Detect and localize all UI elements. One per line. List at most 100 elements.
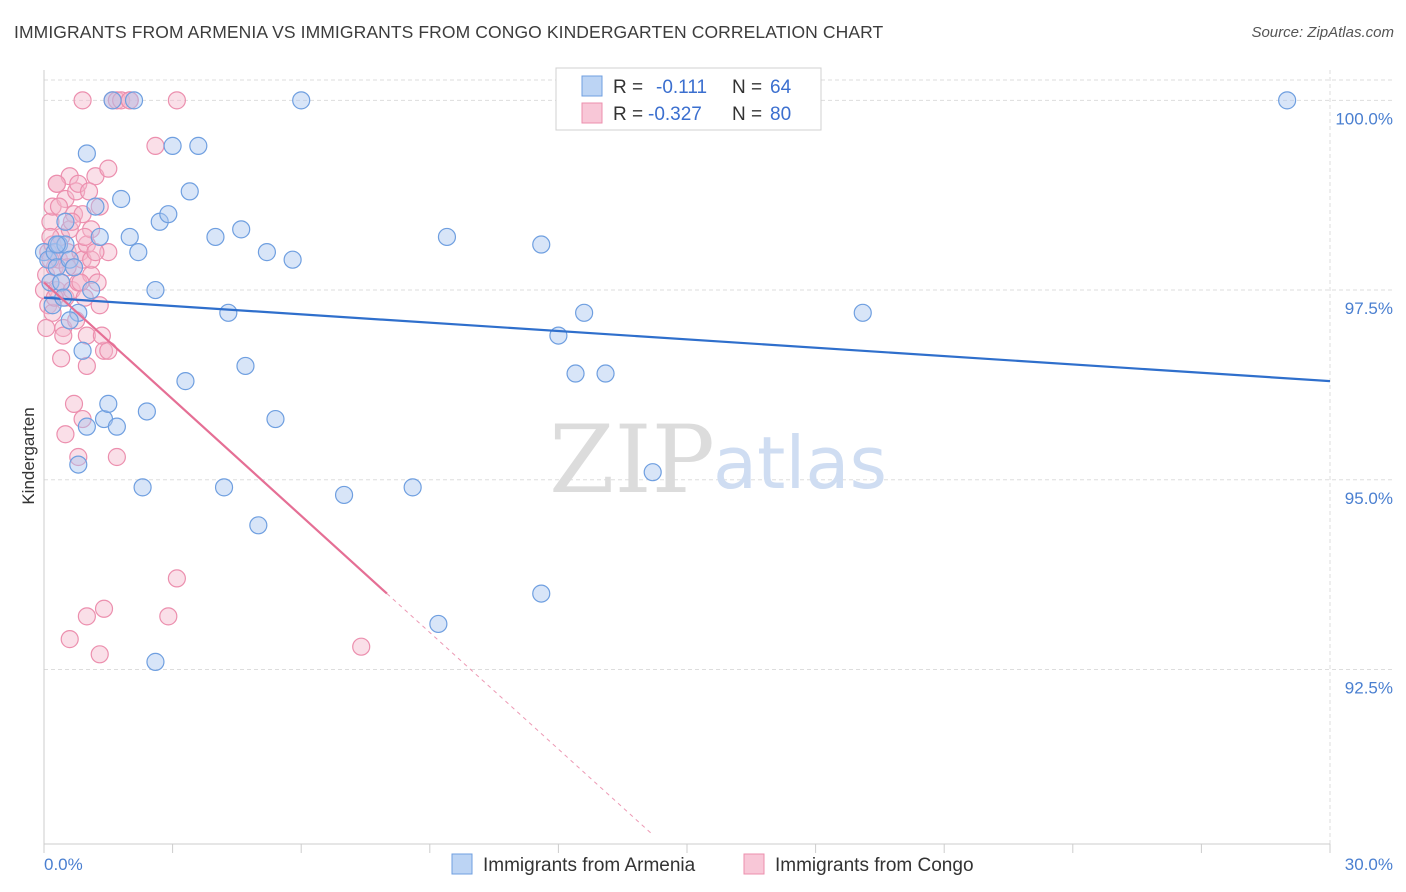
congo-point	[69, 447, 88, 467]
armenia-point	[257, 243, 277, 262]
y-tick-label: 95.0%	[1345, 489, 1393, 508]
armenia-point	[575, 303, 594, 322]
armenia-point	[146, 652, 165, 671]
armenia-point	[82, 280, 101, 300]
armenia-point	[60, 311, 79, 330]
armenia-point	[236, 356, 255, 376]
congo-point	[159, 607, 178, 626]
armenia-point	[103, 91, 122, 110]
congo-point	[64, 394, 84, 413]
congo-point	[41, 212, 60, 231]
congo-point	[52, 349, 71, 368]
congo-point	[47, 174, 66, 193]
congo-trend-extension	[386, 593, 654, 836]
armenia-point	[232, 220, 251, 239]
armenia-point	[69, 455, 88, 474]
armenia-point	[77, 417, 96, 436]
armenia-point	[437, 227, 457, 247]
armenia-point	[180, 182, 199, 201]
axes	[43, 70, 1331, 853]
congo-point	[62, 212, 81, 231]
armenia-point	[403, 478, 422, 497]
congo-point	[82, 265, 101, 284]
series-legend: Immigrants from Armenia Immigrants from …	[451, 853, 974, 876]
congo-point	[60, 630, 79, 649]
congo-point	[90, 296, 109, 315]
armenia-point	[120, 227, 139, 247]
armenia-point	[249, 516, 268, 535]
y-tick-label: 97.5%	[1345, 299, 1393, 318]
legend-n-value-armenia: 64	[770, 77, 792, 98]
legend-r-label-armenia: R =	[613, 77, 643, 98]
armenia-point	[124, 91, 144, 110]
congo-point	[58, 258, 77, 277]
armenia-point	[73, 341, 92, 360]
bottom-legend-label-congo: Immigrants from Congo	[775, 855, 974, 876]
congo-point	[90, 197, 109, 216]
legend-n-label-armenia: N =	[732, 77, 762, 98]
armenia-point	[133, 478, 152, 497]
armenia-point	[853, 303, 872, 322]
armenia-point	[129, 243, 148, 262]
congo-point	[94, 599, 114, 618]
armenia-point	[146, 280, 165, 300]
armenia-point	[532, 584, 551, 603]
armenia-point	[52, 273, 71, 292]
armenia-point	[107, 417, 126, 436]
congo-point	[69, 174, 88, 193]
congo-point	[94, 341, 114, 360]
armenia-point	[90, 227, 109, 247]
congo-point	[56, 189, 75, 209]
legend-r-label-congo: R =	[613, 104, 643, 125]
congo-point	[99, 243, 118, 262]
congo-point	[43, 303, 62, 322]
congo-point	[77, 607, 96, 626]
y-tick-labels: 92.5% 95.0% 97.5% 100.0%	[1335, 109, 1393, 697]
bottom-legend-swatch-armenia	[451, 853, 473, 875]
armenia-trend-line	[43, 296, 1331, 383]
armenia-point	[112, 189, 131, 209]
armenia-point	[596, 364, 615, 383]
armenia-point	[189, 136, 208, 155]
armenia-point	[41, 273, 60, 292]
x-tick-label: 30.0%	[1345, 855, 1393, 874]
congo-point	[107, 447, 126, 467]
legend-swatch-congo	[581, 102, 603, 124]
armenia-point	[159, 205, 178, 224]
armenia-point	[86, 197, 105, 216]
congo-trend-line	[43, 281, 388, 595]
armenia-point	[64, 258, 84, 277]
congo-point	[79, 182, 99, 201]
y-axis-title: Kindergarten	[19, 407, 38, 504]
congo-point	[49, 197, 69, 216]
armenia-point	[1278, 91, 1297, 110]
armenia-point	[77, 144, 96, 163]
bottom-legend-label-armenia: Immigrants from Armenia	[483, 855, 696, 876]
armenia-point	[292, 91, 311, 110]
grid-lines	[44, 70, 1392, 844]
legend-r-value-armenia: -0.111	[656, 77, 707, 98]
armenia-point	[283, 250, 302, 269]
trend-lines	[43, 281, 1331, 836]
armenia-point	[643, 463, 662, 482]
watermark-zip: ZIP	[549, 406, 715, 515]
congo-point	[90, 645, 109, 664]
congo-point	[352, 637, 371, 656]
congo-point	[67, 182, 86, 201]
armenia-point	[206, 227, 225, 247]
chart-title: IMMIGRANTS FROM ARMENIA VS IMMIGRANTS FR…	[14, 22, 884, 42]
congo-points	[34, 91, 371, 664]
stats-legend: R = -0.111 N = 64 R = -0.327 N = 80	[555, 67, 822, 131]
legend-r-value-congo: -0.327	[648, 104, 702, 125]
congo-point	[88, 273, 107, 292]
congo-point	[167, 569, 186, 588]
armenia-point	[43, 296, 62, 315]
congo-point	[167, 91, 186, 110]
congo-point	[99, 159, 118, 178]
armenia-point	[219, 303, 238, 322]
bottom-legend-swatch-congo	[743, 853, 765, 875]
armenia-point	[429, 614, 448, 634]
armenia-point	[266, 409, 285, 429]
armenia-point	[56, 212, 75, 231]
